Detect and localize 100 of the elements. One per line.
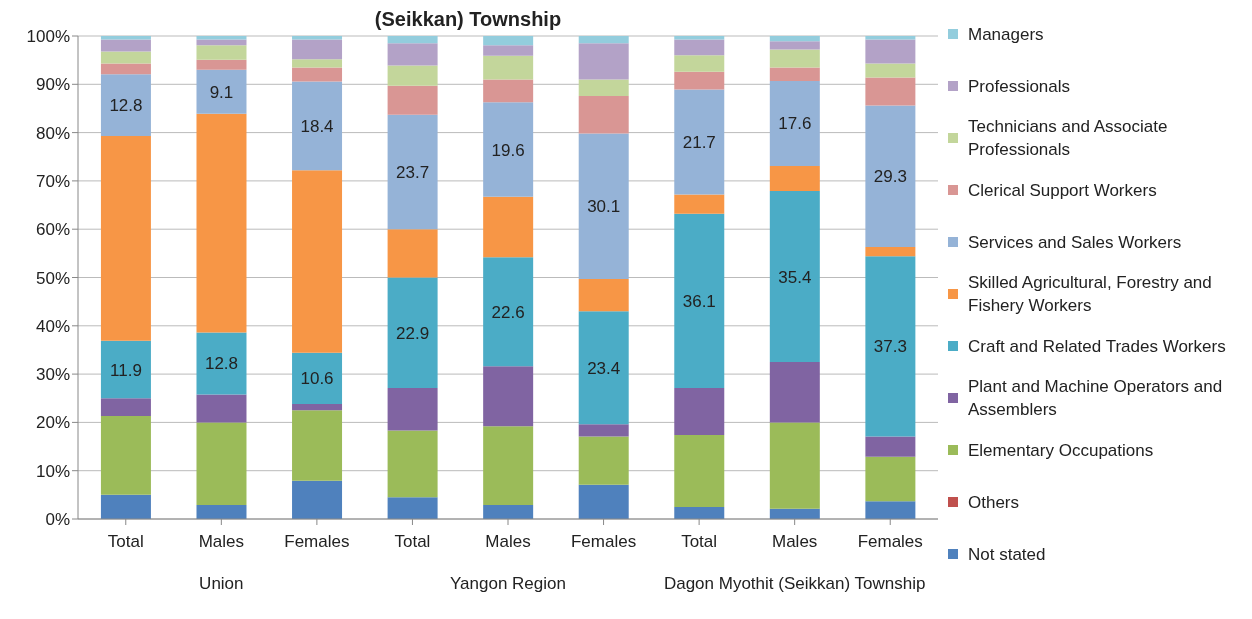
bar (865, 436, 916, 457)
bar (196, 69, 247, 114)
bar (196, 45, 247, 60)
bar (769, 362, 820, 423)
bar (674, 194, 725, 214)
legend-label: Technicians and Associate Professionals (968, 116, 1169, 161)
legend-label: Professionals (968, 75, 1071, 98)
bar (387, 497, 438, 519)
bar (865, 63, 916, 78)
bar (483, 36, 534, 46)
bar (578, 43, 629, 80)
bar (387, 430, 438, 498)
bar (292, 67, 343, 82)
x-tick-label: Total (394, 532, 431, 551)
y-tick-label: 20% (35, 413, 70, 433)
bar (674, 434, 725, 507)
x-tick-label: Total (681, 532, 718, 551)
data-label: 36.1 (682, 291, 716, 311)
data-label: 37.3 (873, 337, 907, 357)
data-label: 12.8 (109, 96, 143, 116)
legend-label: Craft and Related Trades Workers (968, 335, 1226, 358)
bar (483, 257, 534, 367)
bar (769, 422, 820, 509)
data-label: 30.1 (587, 197, 621, 217)
y-tick-label: 50% (35, 268, 70, 288)
data-label: 35.4 (778, 267, 812, 287)
bar (483, 426, 534, 505)
bar (292, 81, 343, 171)
bar (769, 191, 820, 363)
bar (387, 43, 438, 66)
bar (100, 135, 151, 341)
bar (100, 416, 151, 495)
legend-label: Others (968, 491, 1020, 514)
legend-label: Plant and Machine Operators and Assemblers (968, 376, 1224, 421)
bar (769, 67, 820, 81)
data-label: 18.4 (300, 116, 334, 136)
y-tick-label: 70% (35, 171, 70, 191)
bar (865, 256, 916, 437)
text: Union (199, 574, 244, 594)
data-label: 19.6 (491, 140, 525, 160)
y-tick-label: 40% (35, 316, 70, 336)
bar (578, 278, 629, 312)
bar (292, 404, 343, 411)
y-tick-label: 10% (35, 461, 70, 481)
bar (100, 39, 151, 52)
legend-label: Skilled Agricultural, Forestry and Fishery Workers (968, 272, 1213, 317)
bar (578, 79, 629, 96)
bar (865, 501, 916, 519)
bar (292, 410, 343, 481)
data-label: 23.7 (396, 162, 430, 182)
data-label: 22.9 (396, 323, 430, 343)
bar (292, 352, 343, 405)
bar (578, 311, 629, 425)
bar (100, 74, 151, 136)
y-tick-label: 30% (35, 365, 70, 385)
bar (769, 165, 820, 192)
bar (483, 366, 534, 427)
x-tick-label: Females (284, 532, 350, 551)
bar (578, 484, 629, 519)
bar (674, 506, 725, 519)
bar (674, 388, 725, 435)
data-label: 22.6 (491, 302, 525, 322)
bar (196, 504, 247, 519)
bar (292, 39, 343, 60)
text: Dagon Myothit (Seikkan) Township (663, 574, 926, 594)
bar (100, 340, 151, 399)
bar (674, 55, 725, 72)
text: Yangon Region (450, 574, 566, 594)
x-tick-label: Males (771, 532, 818, 551)
bar (578, 436, 629, 485)
bar (292, 59, 343, 68)
bar (387, 229, 438, 278)
bar (769, 80, 820, 166)
bar (769, 41, 820, 50)
bar (865, 247, 916, 257)
x-tick-label: Males (198, 532, 245, 551)
bar (483, 55, 534, 80)
bar (578, 95, 629, 134)
bar (387, 388, 438, 431)
bar (865, 39, 916, 64)
data-label: 29.3 (873, 167, 907, 187)
x-tick-label: Females (570, 532, 637, 551)
bar (196, 39, 247, 46)
legend-label: Elementary Occupations (968, 439, 1154, 462)
bar (674, 71, 725, 90)
data-label: 10.6 (300, 369, 334, 389)
bar (196, 113, 247, 333)
bar (387, 85, 438, 115)
data-label: 12.8 (204, 354, 239, 374)
bar (674, 89, 725, 195)
legend-label: Managers (968, 23, 1044, 46)
legend-label: Clerical Support Workers (968, 179, 1157, 202)
bar (483, 504, 534, 519)
bar (100, 494, 151, 519)
data-label: 11.9 (110, 360, 142, 380)
data-label: 17.6 (778, 114, 812, 134)
data-label: 21.7 (682, 133, 716, 153)
data-label: 9.1 (209, 82, 234, 102)
bar (100, 63, 151, 75)
bar (100, 51, 151, 64)
